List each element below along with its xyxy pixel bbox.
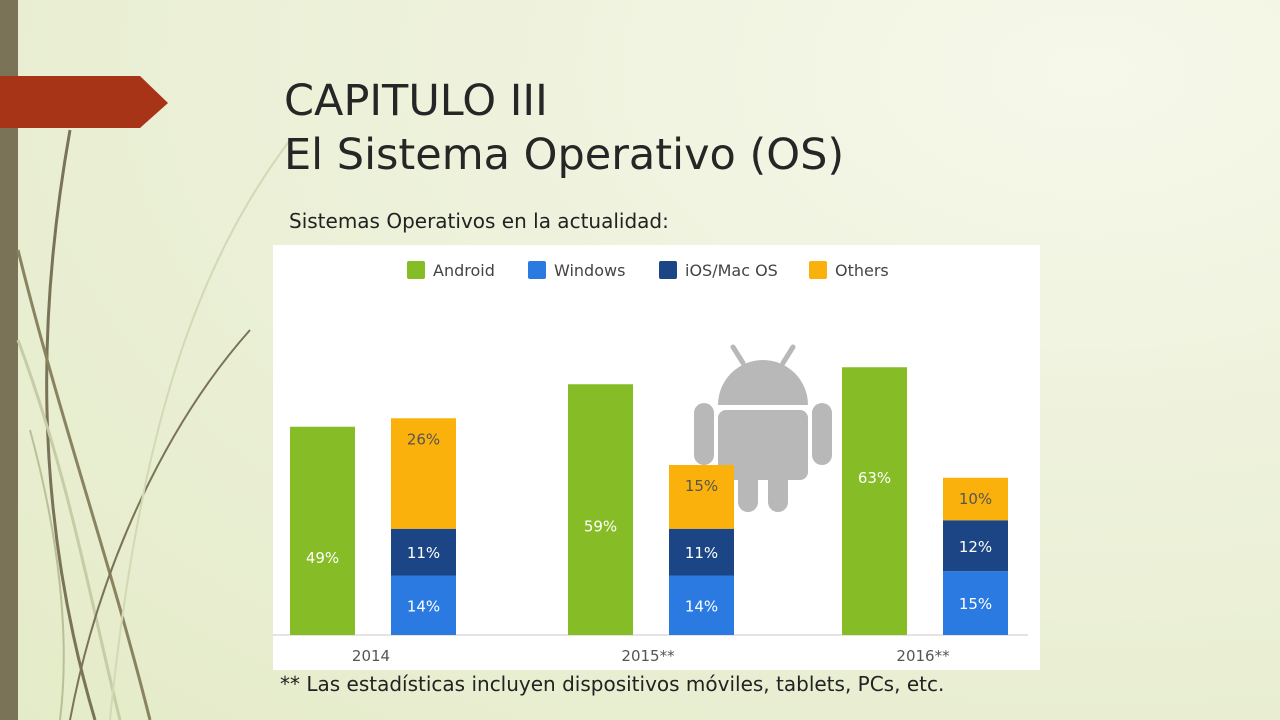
os-market-share-chart: Android Windows iOS/Mac OS Others 49% 14% 11% 2… [273,261,1028,665]
bar-windows-2015 [669,575,734,635]
title-line-1: CAPITULO III [284,76,548,126]
slide-subtitle: Sistemas Operativos en la actualidad: [289,209,669,233]
chart-container: Android Windows iOS/Mac OS Others 49% 14% 11% 2… [273,245,1040,670]
slide-title: CAPITULO III El Sistema Operativo (OS) [284,74,844,182]
bar-android-2016 [842,367,907,635]
bar-android-2015 [568,384,633,635]
label-windows-2016: 15% [959,595,992,613]
label-android-2014: 49% [306,549,339,567]
legend-swatch-1 [407,261,425,279]
label-android-2016: 63% [858,469,891,487]
bar-others-2016 [943,477,1008,521]
legend-label-2: Windows [554,261,625,280]
label-iosmacos-2014: 11% [407,544,440,562]
legend-label-3: iOS/Mac OS [685,261,778,280]
legend-label-4: Others [835,261,889,280]
label-others-2016: 10% [959,490,992,508]
bar-iosmacos-2014 [391,528,456,576]
title-line-2: El Sistema Operativo (OS) [284,130,845,180]
bar-iosmacos-2015 [669,528,734,576]
bar-others-2014 [391,418,456,529]
legend-label-1: Android [433,261,495,280]
footnote: ** Las estadísticas incluyen dispositivo… [280,672,945,696]
label-iosmacos-2016: 12% [959,538,992,556]
legend-swatch-3 [659,261,677,279]
legend-swatch-2 [528,261,546,279]
label-windows-2014: 14% [407,597,440,615]
x-tick-label-2: 2015** [621,647,675,665]
bar-iosmacos-2016 [943,520,1008,572]
x-tick-label-3: 2016** [896,647,950,665]
decorative-swirls [16,129,291,720]
label-android-2015: 59% [584,518,617,536]
x-tick-label-1: 2014 [352,647,390,665]
label-others-2015: 15% [685,477,718,495]
bar-android-2014 [290,426,355,635]
legend-swatch-4 [809,261,827,279]
label-windows-2015: 14% [685,597,718,615]
label-iosmacos-2015: 11% [685,544,718,562]
android-robot-icon [694,344,832,512]
bar-windows-2016 [943,571,1008,635]
bar-others-2015 [669,465,734,529]
left-accent-bar [0,0,18,720]
bar-windows-2014 [391,575,456,635]
title-arrow-accent [0,76,168,128]
label-others-2014: 26% [407,430,440,448]
